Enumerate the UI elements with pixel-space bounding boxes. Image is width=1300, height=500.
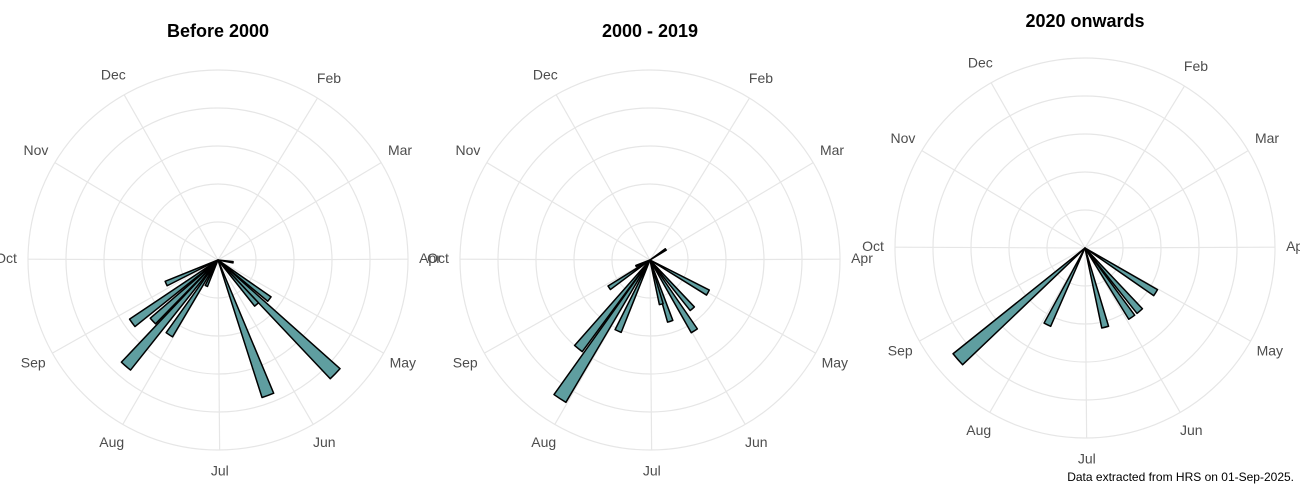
- caption: Data extracted from HRS on 01-Sep-2025.: [1067, 470, 1294, 484]
- grid-circle: [932, 95, 1238, 401]
- x-tick-label: Jun: [1180, 422, 1203, 438]
- grid-spoke: [54, 162, 219, 261]
- grid-spoke: [1084, 85, 1185, 249]
- x-tick-label: Oct: [862, 238, 884, 254]
- x-tick-label: Apr: [851, 250, 873, 266]
- grid-spoke: [989, 247, 1086, 413]
- grid-spoke: [484, 259, 651, 354]
- grid-spoke: [217, 162, 382, 261]
- grid-spoke: [1084, 247, 1181, 413]
- bar: [649, 248, 667, 261]
- panel-title: 2000 - 2019: [602, 21, 698, 41]
- x-tick-label: Feb: [1184, 58, 1208, 74]
- x-tick-label: Dec: [968, 54, 993, 70]
- bar: [120, 259, 219, 371]
- grid-spoke: [123, 94, 219, 261]
- x-tick-label: Apr: [1286, 238, 1300, 254]
- bar: [217, 259, 260, 307]
- bar: [607, 259, 651, 291]
- x-tick-label: Oct: [427, 250, 449, 266]
- x-tick-label: Dec: [101, 66, 126, 82]
- bar: [1084, 247, 1110, 329]
- grid-spoke: [555, 94, 651, 261]
- x-tick-label: Oct: [0, 250, 17, 266]
- bar: [649, 259, 699, 334]
- grid-spoke: [1084, 247, 1088, 438]
- bar: [649, 259, 674, 323]
- bar: [952, 247, 1086, 366]
- x-tick-label: Jul: [643, 463, 661, 479]
- grid-spoke: [894, 246, 1086, 249]
- bar: [649, 259, 711, 296]
- grid-spoke: [919, 247, 1086, 342]
- x-tick-label: Jun: [313, 434, 336, 450]
- x-tick-label: May: [390, 355, 416, 371]
- x-tick-label: Mar: [388, 142, 412, 158]
- grid-spoke: [217, 259, 384, 354]
- x-tick-label: Nov: [890, 130, 915, 146]
- grid-spoke: [486, 162, 651, 261]
- bar: [1084, 247, 1159, 297]
- bar: [1084, 247, 1144, 315]
- grid-circle: [894, 57, 1276, 439]
- bar: [649, 259, 696, 312]
- panel-title: 2020 onwards: [1025, 11, 1144, 31]
- x-tick-label: May: [822, 355, 848, 371]
- bar: [1084, 247, 1136, 320]
- grid-spoke: [217, 259, 221, 450]
- bar: [635, 259, 651, 268]
- x-tick-label: Feb: [749, 70, 773, 86]
- grid-circle: [497, 107, 803, 413]
- bar: [573, 259, 651, 353]
- grid-spoke: [921, 150, 1086, 249]
- grid-spoke: [1084, 150, 1249, 249]
- grid-circle: [65, 107, 371, 413]
- x-tick-label: Feb: [317, 70, 341, 86]
- grid-spoke: [649, 259, 653, 450]
- bar: [649, 259, 664, 306]
- grid-spoke: [649, 162, 814, 261]
- grid-circle: [27, 69, 409, 451]
- grid-spoke: [217, 258, 409, 261]
- bar: [553, 259, 651, 404]
- x-tick-label: May: [1257, 343, 1283, 359]
- x-tick-label: Nov: [455, 142, 480, 158]
- panel-title: Before 2000: [167, 21, 269, 41]
- grid-spoke: [1084, 246, 1276, 249]
- grid-circle: [459, 69, 841, 451]
- x-tick-label: Aug: [966, 422, 991, 438]
- x-tick-label: Jul: [211, 463, 229, 479]
- x-tick-label: Jul: [1078, 451, 1096, 467]
- grid-spoke: [52, 259, 219, 354]
- bar: [165, 259, 219, 338]
- bar: [128, 259, 219, 328]
- bar: [217, 259, 234, 264]
- x-tick-label: Mar: [820, 142, 844, 158]
- x-tick-label: Dec: [533, 66, 558, 82]
- bar: [217, 259, 275, 399]
- bar: [1043, 247, 1086, 328]
- x-tick-label: Sep: [21, 355, 46, 371]
- bar: [217, 259, 272, 303]
- bar: [164, 259, 219, 287]
- grid-spoke: [649, 258, 841, 261]
- x-tick-label: Nov: [23, 142, 48, 158]
- grid-spoke: [27, 258, 219, 261]
- x-tick-label: Sep: [453, 355, 478, 371]
- x-tick-label: Jun: [745, 434, 768, 450]
- grid-spoke: [459, 258, 651, 261]
- grid-spoke: [649, 97, 750, 261]
- x-tick-label: Aug: [531, 434, 556, 450]
- grid-spoke: [990, 82, 1086, 249]
- x-tick-label: Aug: [99, 434, 124, 450]
- bar: [217, 259, 341, 380]
- bar: [614, 259, 651, 334]
- grid-spoke: [217, 97, 318, 261]
- bar: [149, 259, 219, 325]
- x-tick-label: Apr: [419, 250, 441, 266]
- x-tick-label: Mar: [1255, 130, 1279, 146]
- grid-spoke: [217, 259, 314, 425]
- x-tick-label: Sep: [888, 343, 913, 359]
